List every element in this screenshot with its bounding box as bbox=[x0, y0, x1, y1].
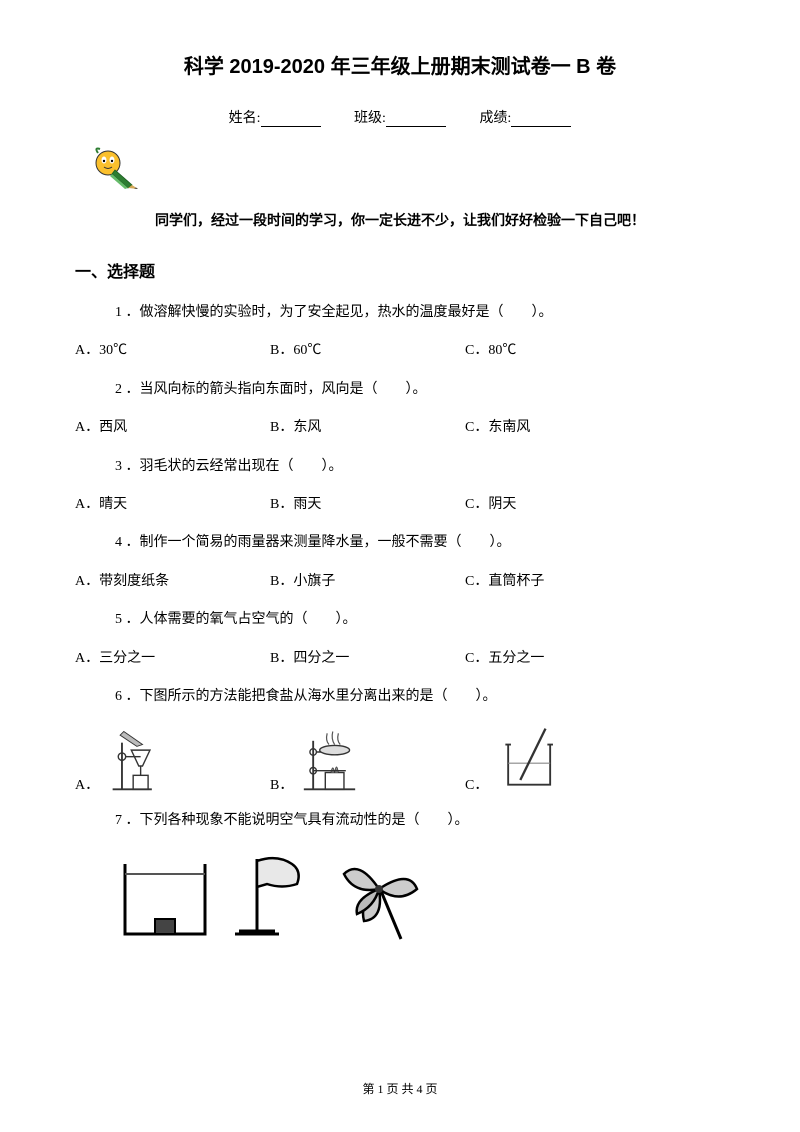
question-2: 2 ．当风向标的箭头指向东面时，风向是（ ）。 bbox=[115, 379, 725, 401]
encourage-text: 同学们，经过一段时间的学习，你一定长进不少，让我们好好检验一下自己吧！ bbox=[75, 210, 725, 230]
q2-opt-c: C．东南风 bbox=[465, 417, 725, 439]
question-6: 6 ．下图所示的方法能把食盐从海水里分离出来的是（ ）。 bbox=[115, 686, 725, 708]
name-blank[interactable] bbox=[261, 126, 321, 127]
q1-opt-b: B．60℃ bbox=[270, 340, 465, 362]
q1-options: A．30℃ B．60℃ C．80℃ bbox=[75, 340, 725, 362]
q1-opt-c: C．80℃ bbox=[465, 340, 725, 362]
score-label: 成绩: bbox=[479, 111, 511, 126]
question-3: 3 ．羽毛状的云经常出现在（ ）。 bbox=[115, 456, 725, 478]
q2-opt-b: B．东风 bbox=[270, 417, 465, 439]
pencil-icon bbox=[90, 145, 725, 195]
student-info-row: 姓名: 班级: 成绩: bbox=[75, 107, 725, 127]
q6-options: A． B． C． bbox=[75, 724, 725, 794]
q5-opt-c: C．五分之一 bbox=[465, 648, 725, 670]
q4-opt-b: B．小旗子 bbox=[270, 571, 465, 593]
page-footer: 第 1 页 共 4 页 bbox=[0, 1080, 800, 1097]
q7-images bbox=[115, 849, 725, 944]
q4-options: A．带刻度纸条 B．小旗子 C．直筒杯子 bbox=[75, 571, 725, 593]
section-heading: 一、选择题 bbox=[75, 258, 725, 282]
question-7: 7 ．下列各种现象不能说明空气具有流动性的是（ ）。 bbox=[115, 810, 725, 832]
q3-opt-a: A．晴天 bbox=[75, 494, 270, 516]
q5-options: A．三分之一 B．四分之一 C．五分之一 bbox=[75, 648, 725, 670]
q1-opt-a: A．30℃ bbox=[75, 340, 270, 362]
q4-opt-a: A．带刻度纸条 bbox=[75, 571, 270, 593]
question-1: 1 ．做溶解快慢的实验时，为了安全起见，热水的温度最好是（ ）。 bbox=[115, 302, 725, 324]
water-tank-icon bbox=[115, 849, 215, 944]
q3-opt-b: B．雨天 bbox=[270, 494, 465, 516]
name-label: 姓名: bbox=[229, 111, 261, 126]
flag-icon bbox=[227, 849, 317, 944]
q3-opt-c: C．阴天 bbox=[465, 494, 725, 516]
evaporation-heating-icon bbox=[299, 724, 374, 794]
q2-options: A．西风 B．东风 C．东南风 bbox=[75, 417, 725, 439]
q4-opt-c: C．直筒杯子 bbox=[465, 571, 725, 593]
beaker-stir-icon bbox=[494, 724, 569, 794]
question-4: 4 ．制作一个简易的雨量器来测量降水量，一般不需要（ ）。 bbox=[115, 532, 725, 554]
q6-opt-a: A． bbox=[75, 724, 270, 794]
q3-options: A．晴天 B．雨天 C．阴天 bbox=[75, 494, 725, 516]
q6-opt-b: B． bbox=[270, 724, 465, 794]
q5-opt-a: A．三分之一 bbox=[75, 648, 270, 670]
page-title: 科学 2019-2020 年三年级上册期末测试卷一 B 卷 bbox=[75, 50, 725, 79]
score-blank[interactable] bbox=[511, 126, 571, 127]
q6-opt-c: C． bbox=[465, 724, 725, 794]
question-5: 5 ．人体需要的氧气占空气的（ ）。 bbox=[115, 609, 725, 631]
class-label: 班级: bbox=[354, 111, 386, 126]
filter-funnel-icon bbox=[105, 724, 180, 794]
q2-opt-a: A．西风 bbox=[75, 417, 270, 439]
class-blank[interactable] bbox=[386, 126, 446, 127]
q5-opt-b: B．四分之一 bbox=[270, 648, 465, 670]
pinwheel-fan-icon bbox=[329, 849, 429, 944]
